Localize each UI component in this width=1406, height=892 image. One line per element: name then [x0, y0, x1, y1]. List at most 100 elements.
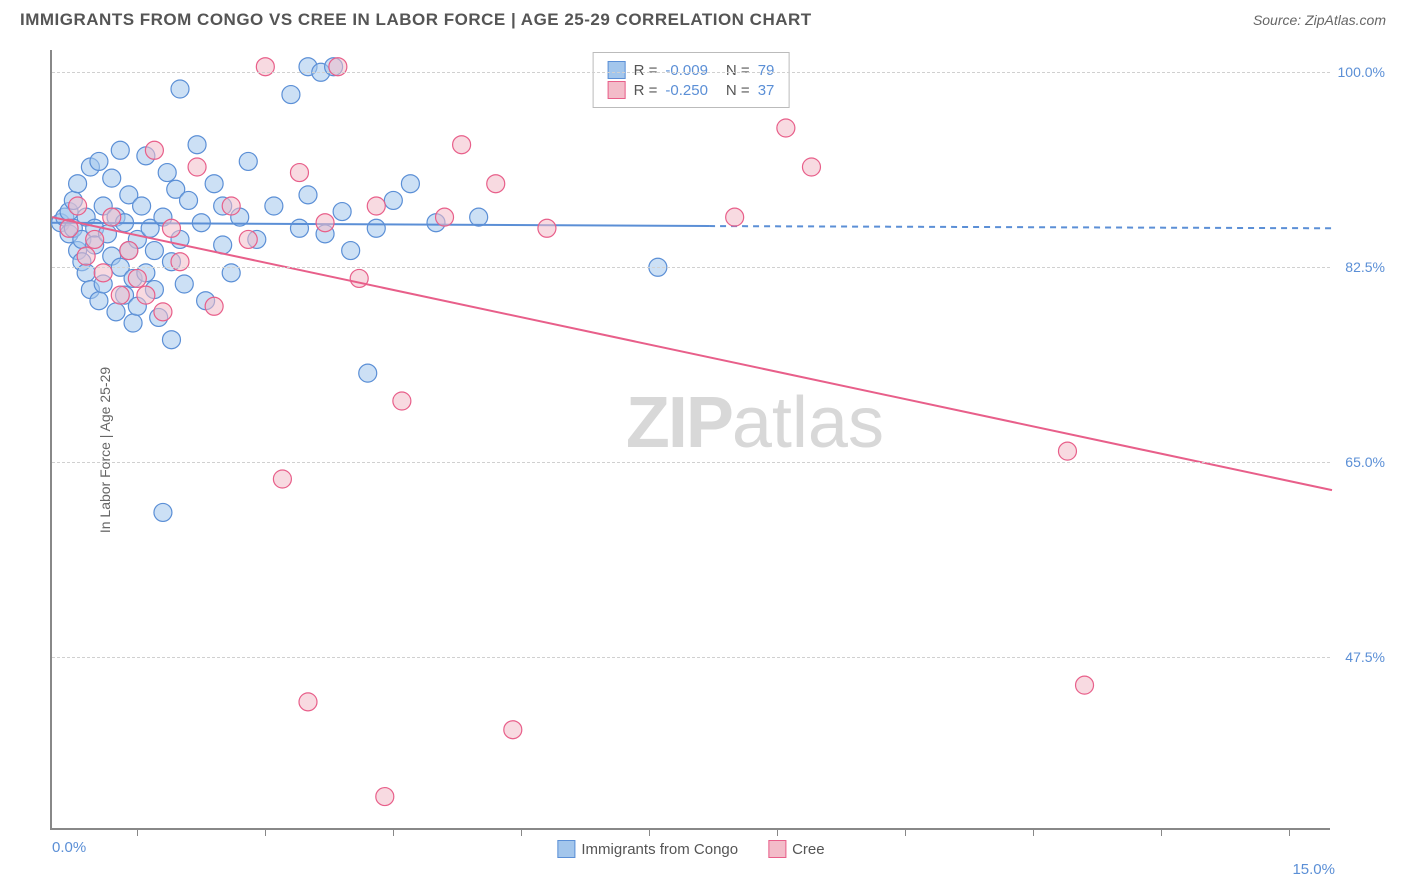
scatter-point: [90, 152, 108, 170]
x-tick: [905, 828, 906, 836]
scatter-point: [162, 331, 180, 349]
scatter-point: [188, 158, 206, 176]
swatch-series-1-b: [768, 840, 786, 858]
gridline: [52, 462, 1330, 463]
scatter-point: [282, 86, 300, 104]
y-tick-label: 82.5%: [1345, 259, 1385, 275]
scatter-point: [726, 208, 744, 226]
scatter-point: [154, 503, 172, 521]
x-tick: [1033, 828, 1034, 836]
scatter-point: [376, 788, 394, 806]
scatter-point: [359, 364, 377, 382]
legend-row-0: R = -0.009 N = 79: [608, 61, 775, 79]
scatter-point: [487, 175, 505, 193]
scatter-point: [162, 219, 180, 237]
plot-svg: [52, 50, 1332, 830]
scatter-point: [504, 721, 522, 739]
scatter-point: [171, 80, 189, 98]
legend-row-1: R = -0.250 N = 37: [608, 81, 775, 99]
swatch-series-1: [608, 81, 626, 99]
y-tick-label: 65.0%: [1345, 454, 1385, 470]
scatter-point: [77, 247, 95, 265]
scatter-point: [103, 169, 121, 187]
chart-title: IMMIGRANTS FROM CONGO VS CREE IN LABOR F…: [20, 10, 812, 30]
scatter-point: [273, 470, 291, 488]
plot-area: ZIPatlas R = -0.009 N = 79 R = -0.250 N …: [50, 50, 1330, 830]
trend-line: [52, 217, 1332, 490]
legend-item-1: Cree: [768, 840, 825, 858]
scatter-point: [120, 242, 138, 260]
scatter-point: [124, 314, 142, 332]
legend-r-label: R =: [634, 82, 658, 99]
scatter-point: [367, 219, 385, 237]
scatter-point: [265, 197, 283, 215]
x-tick: [521, 828, 522, 836]
correlation-legend: R = -0.009 N = 79 R = -0.250 N = 37: [593, 52, 790, 108]
x-tick: [1161, 828, 1162, 836]
scatter-point: [137, 286, 155, 304]
scatter-point: [103, 208, 121, 226]
scatter-point: [111, 141, 129, 159]
scatter-point: [401, 175, 419, 193]
scatter-point: [802, 158, 820, 176]
legend-item-0: Immigrants from Congo: [557, 840, 738, 858]
scatter-point: [222, 197, 240, 215]
scatter-point: [188, 136, 206, 154]
x-tick: [649, 828, 650, 836]
legend-label-0: Immigrants from Congo: [581, 841, 738, 858]
scatter-point: [393, 392, 411, 410]
scatter-point: [299, 186, 317, 204]
scatter-point: [384, 191, 402, 209]
swatch-series-0: [608, 61, 626, 79]
scatter-point: [367, 197, 385, 215]
legend-r-value-0: -0.009: [665, 62, 708, 79]
x-axis-min-label: 0.0%: [52, 839, 86, 856]
scatter-point: [145, 242, 163, 260]
scatter-point: [107, 303, 125, 321]
scatter-point: [158, 164, 176, 182]
scatter-point: [290, 219, 308, 237]
scatter-point: [470, 208, 488, 226]
scatter-point: [145, 141, 163, 159]
scatter-point: [453, 136, 471, 154]
scatter-point: [239, 152, 257, 170]
y-tick-label: 100.0%: [1338, 64, 1385, 80]
scatter-point: [538, 219, 556, 237]
legend-r-value-1: -0.250: [665, 82, 708, 99]
scatter-point: [342, 242, 360, 260]
x-tick: [777, 828, 778, 836]
x-tick: [1289, 828, 1290, 836]
scatter-point: [90, 292, 108, 310]
scatter-point: [299, 693, 317, 711]
y-tick-label: 47.5%: [1345, 649, 1385, 665]
source-label: Source: ZipAtlas.com: [1253, 12, 1386, 28]
gridline: [52, 72, 1330, 73]
x-tick: [137, 828, 138, 836]
scatter-point: [777, 119, 795, 137]
x-tick: [393, 828, 394, 836]
scatter-point: [290, 164, 308, 182]
legend-n-label: N =: [726, 62, 750, 79]
legend-n-value-0: 79: [758, 62, 775, 79]
scatter-point: [86, 230, 104, 248]
x-axis-max-label: 15.0%: [1292, 861, 1335, 878]
scatter-point: [1058, 442, 1076, 460]
scatter-point: [205, 175, 223, 193]
trend-line-extrapolated: [709, 226, 1332, 228]
scatter-point: [239, 230, 257, 248]
gridline: [52, 267, 1330, 268]
gridline: [52, 657, 1330, 658]
scatter-point: [436, 208, 454, 226]
scatter-point: [133, 197, 151, 215]
scatter-point: [111, 286, 129, 304]
scatter-point: [175, 275, 193, 293]
series-legend: Immigrants from Congo Cree: [557, 840, 824, 858]
chart-container: In Labor Force | Age 25-29 ZIPatlas R = …: [50, 50, 1390, 850]
legend-n-label: N =: [726, 82, 750, 99]
scatter-point: [180, 191, 198, 209]
legend-label-1: Cree: [792, 841, 825, 858]
scatter-point: [69, 175, 87, 193]
x-tick: [265, 828, 266, 836]
scatter-point: [1076, 676, 1094, 694]
scatter-point: [316, 214, 334, 232]
